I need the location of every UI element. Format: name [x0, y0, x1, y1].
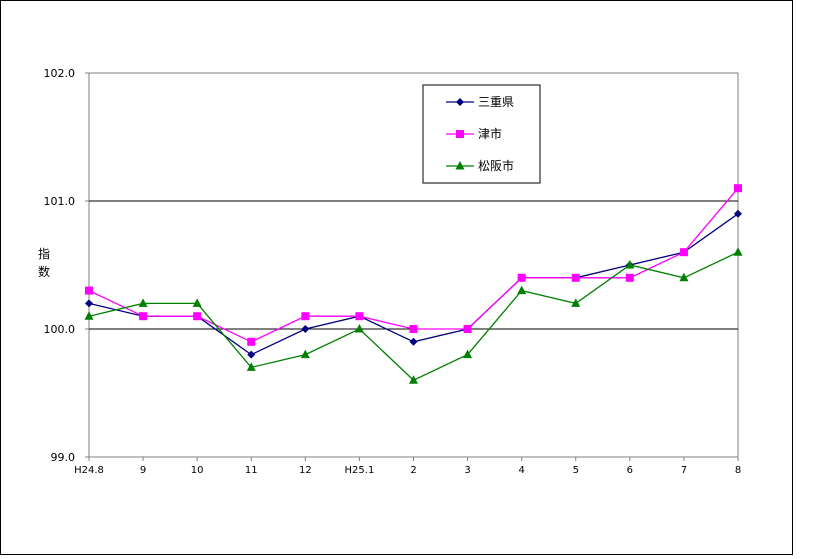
x-tick-label: 9 — [140, 465, 146, 476]
series-2 — [84, 247, 743, 384]
legend-label: 三重県 — [478, 95, 514, 109]
data-point — [571, 298, 581, 307]
data-point — [517, 285, 527, 295]
data-point — [246, 362, 256, 371]
axes: 99.0 100.0 101.0 102.0 H24.8 9 10 11 12 H25.1 2 3 4 5… — [44, 67, 742, 476]
data-point — [409, 375, 418, 384]
data-point — [84, 311, 94, 320]
x-tick-label: 3 — [464, 465, 470, 476]
series-1 — [85, 184, 742, 346]
y-axis-label-char: 数 — [38, 264, 50, 279]
data-point — [679, 272, 689, 282]
data-point — [355, 312, 364, 321]
data-point — [138, 298, 148, 307]
data-point — [733, 247, 743, 256]
data-point — [625, 260, 635, 269]
data-point — [301, 325, 310, 333]
legend-label: 松阪市 — [478, 158, 514, 173]
data-point — [300, 349, 310, 359]
x-tick-label: 10 — [191, 465, 204, 476]
data-point — [301, 312, 310, 321]
data-point — [463, 325, 472, 333]
data-point — [571, 273, 580, 282]
data-point — [247, 350, 256, 359]
data-point — [354, 324, 364, 333]
x-tick-label: 5 — [573, 465, 579, 476]
data-point — [193, 312, 202, 321]
data-point — [85, 286, 93, 295]
data-point — [139, 312, 148, 321]
x-tick-label: 4 — [518, 465, 524, 476]
y-tick-label: 101.0 — [44, 195, 76, 208]
series-group — [84, 184, 743, 384]
x-tick-label: 8 — [735, 465, 741, 476]
data-point — [625, 273, 634, 282]
legend-marker — [456, 98, 464, 106]
data-point — [85, 299, 93, 308]
x-tick-label: 11 — [245, 465, 258, 476]
chart-frame — [0, 0, 793, 555]
data-point — [517, 273, 526, 282]
data-point — [734, 184, 742, 193]
x-tick-label: 7 — [681, 465, 687, 476]
y-tick-label: 100.0 — [44, 323, 76, 336]
data-point — [409, 325, 418, 333]
data-point — [463, 349, 473, 359]
data-point — [734, 209, 742, 218]
y-axis-label-char: 指 — [38, 246, 50, 261]
y-tick-label: 99.0 — [51, 451, 76, 464]
data-point — [409, 337, 418, 346]
x-tick-label: H24.8 — [74, 465, 104, 476]
legend-marker — [456, 130, 464, 138]
x-tick-label: 12 — [299, 465, 312, 476]
data-point — [192, 298, 202, 307]
data-point — [247, 337, 256, 346]
data-point — [679, 248, 688, 257]
legend-box — [422, 84, 541, 184]
legend-label: 津市 — [478, 126, 502, 141]
x-tick-label: 6 — [627, 465, 633, 476]
x-tick-label: 2 — [410, 465, 416, 476]
legend-marker — [455, 161, 465, 170]
y-axis-label: 指数 — [38, 246, 50, 279]
y-tick-label: 102.0 — [44, 67, 76, 80]
x-tick-label: H25.1 — [345, 465, 375, 476]
